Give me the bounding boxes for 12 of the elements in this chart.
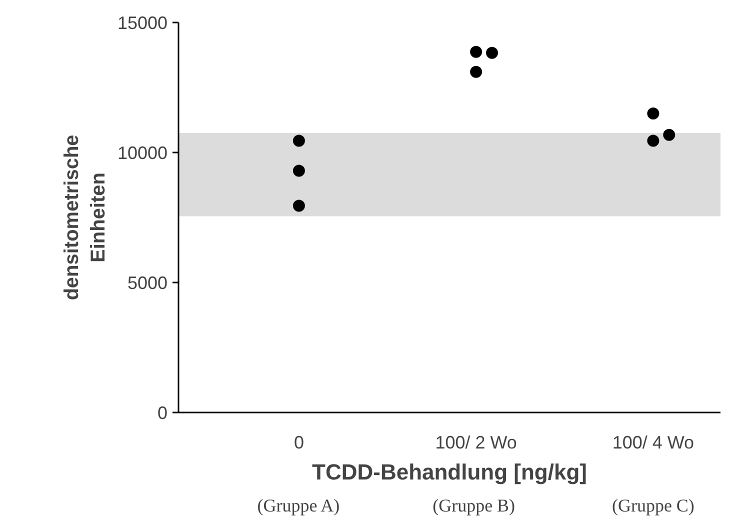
text: (Gruppe A)	[257, 496, 340, 516]
text: (Gruppe B)	[432, 496, 516, 516]
x-tick-label: 100/ 2 Wo	[435, 432, 517, 452]
text: (Gruppe C)	[612, 496, 694, 516]
y-tick-label: 0	[157, 403, 168, 423]
y-tick-label: 15000	[117, 13, 168, 33]
x-tick-label: 0	[294, 432, 304, 452]
y-tick-label: 10000	[117, 143, 168, 163]
y-tick-label: 5000	[127, 273, 168, 293]
y-axis-title: densitometrische Einheiten	[61, 134, 110, 300]
x-tick-label: 100/ 4 Wo	[612, 432, 694, 452]
x-axis-title: TCDD-Behandlung [ng/kg]	[312, 460, 587, 484]
